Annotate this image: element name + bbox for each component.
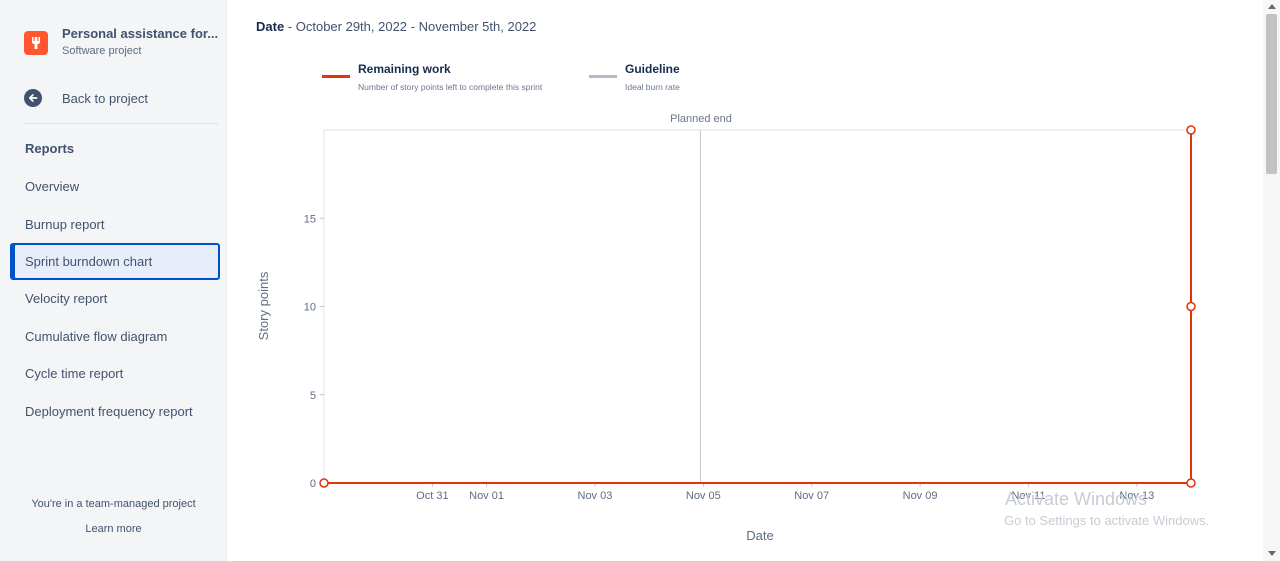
learn-more-link[interactable]: Learn more [85,523,142,535]
planned-end-label: Planned end [670,113,732,125]
y-axis-ticks: 0 5 10 15 [304,213,324,490]
project-header: Personal assistance for... Software proj… [24,24,224,64]
remaining-work-point[interactable] [319,478,329,488]
y-tick-label: 5 [310,390,316,402]
guideline-swatch [589,75,617,78]
sidebar-item-sprint-burndown-chart[interactable]: Sprint burndown chart [10,243,220,280]
sidebar-item-cycle-time-report[interactable]: Cycle time report [25,366,124,382]
team-managed-note: You're in a team-managed project [31,498,196,510]
x-tick-label: Nov 11 [1011,490,1045,502]
remaining-work-point[interactable] [1186,478,1196,488]
legend-guideline-title: Guideline [625,62,680,76]
wrench-icon [24,31,48,55]
remaining-work-line [324,130,1192,484]
remaining-work-series [319,125,1196,488]
arrow-left-icon [24,89,42,107]
reports-section-title: Reports [25,141,75,156]
x-tick-label: Nov 01 [469,490,504,502]
x-tick-label: Nov 09 [903,490,938,502]
x-tick-label: Nov 07 [794,490,829,502]
x-tick-label: Oct 31 [416,490,448,502]
date-range-value: - October 29th, 2022 - November 5th, 202… [284,19,537,34]
sidebar: Personal assistance for... Software proj… [0,0,227,561]
y-tick-label: 15 [304,213,316,225]
y-tick-label: 0 [310,478,316,490]
remaining-work-point[interactable] [1186,301,1196,312]
x-tick-label: Nov 03 [578,490,613,502]
legend-remaining-subtitle: Number of story points left to complete … [358,82,543,92]
y-axis-title: Story points [256,271,271,340]
sidebar-divider [24,123,218,124]
remaining-work-point[interactable] [1186,125,1196,135]
plot-frame [323,129,1192,484]
sidebar-item-burnup-report[interactable]: Burnup report [25,216,105,232]
y-tick-label: 10 [304,302,316,314]
activate-windows-title: Activate Windows [1005,489,1148,509]
project-type: Software project [62,45,142,57]
back-to-project-label: Back to project [62,90,148,106]
sidebar-item-overview[interactable]: Overview [25,179,80,195]
legend-remaining-title: Remaining work [358,62,451,76]
date-label: Date [256,19,285,34]
scroll-thumb[interactable] [1266,14,1277,174]
activate-windows-subtitle: Go to Settings to activate Windows. [1004,513,1210,528]
x-tick-label: Nov 13 [1119,490,1154,502]
remaining-work-swatch [322,75,350,78]
sidebar-item-cumulative-flow-diagram[interactable]: Cumulative flow diagram [25,328,168,344]
x-axis-title: Date [746,528,773,543]
project-name: Personal assistance for... [62,26,219,41]
x-tick-label: Nov 05 [686,490,721,502]
sidebar-item-deployment-frequency-report[interactable]: Deployment frequency report [25,403,193,419]
reports-nav: Overview Burnup report Sprint burndown c… [10,168,220,430]
scroll-down-arrow-icon[interactable] [1268,551,1276,556]
legend-guideline-subtitle: Ideal burn rate [625,82,680,92]
sidebar-item-velocity-report[interactable]: Velocity report [25,291,108,307]
date-range: Date - October 29th, 2022 - November 5th… [256,19,536,34]
x-axis-ticks: Oct 31 Nov 01 Nov 03 Nov 05 Nov 07 Nov 09 Nov … [416,483,1154,502]
scroll-up-arrow-icon[interactable] [1268,4,1276,9]
vertical-scrollbar[interactable] [1263,0,1280,561]
back-to-project-link[interactable]: Back to project [24,87,214,109]
